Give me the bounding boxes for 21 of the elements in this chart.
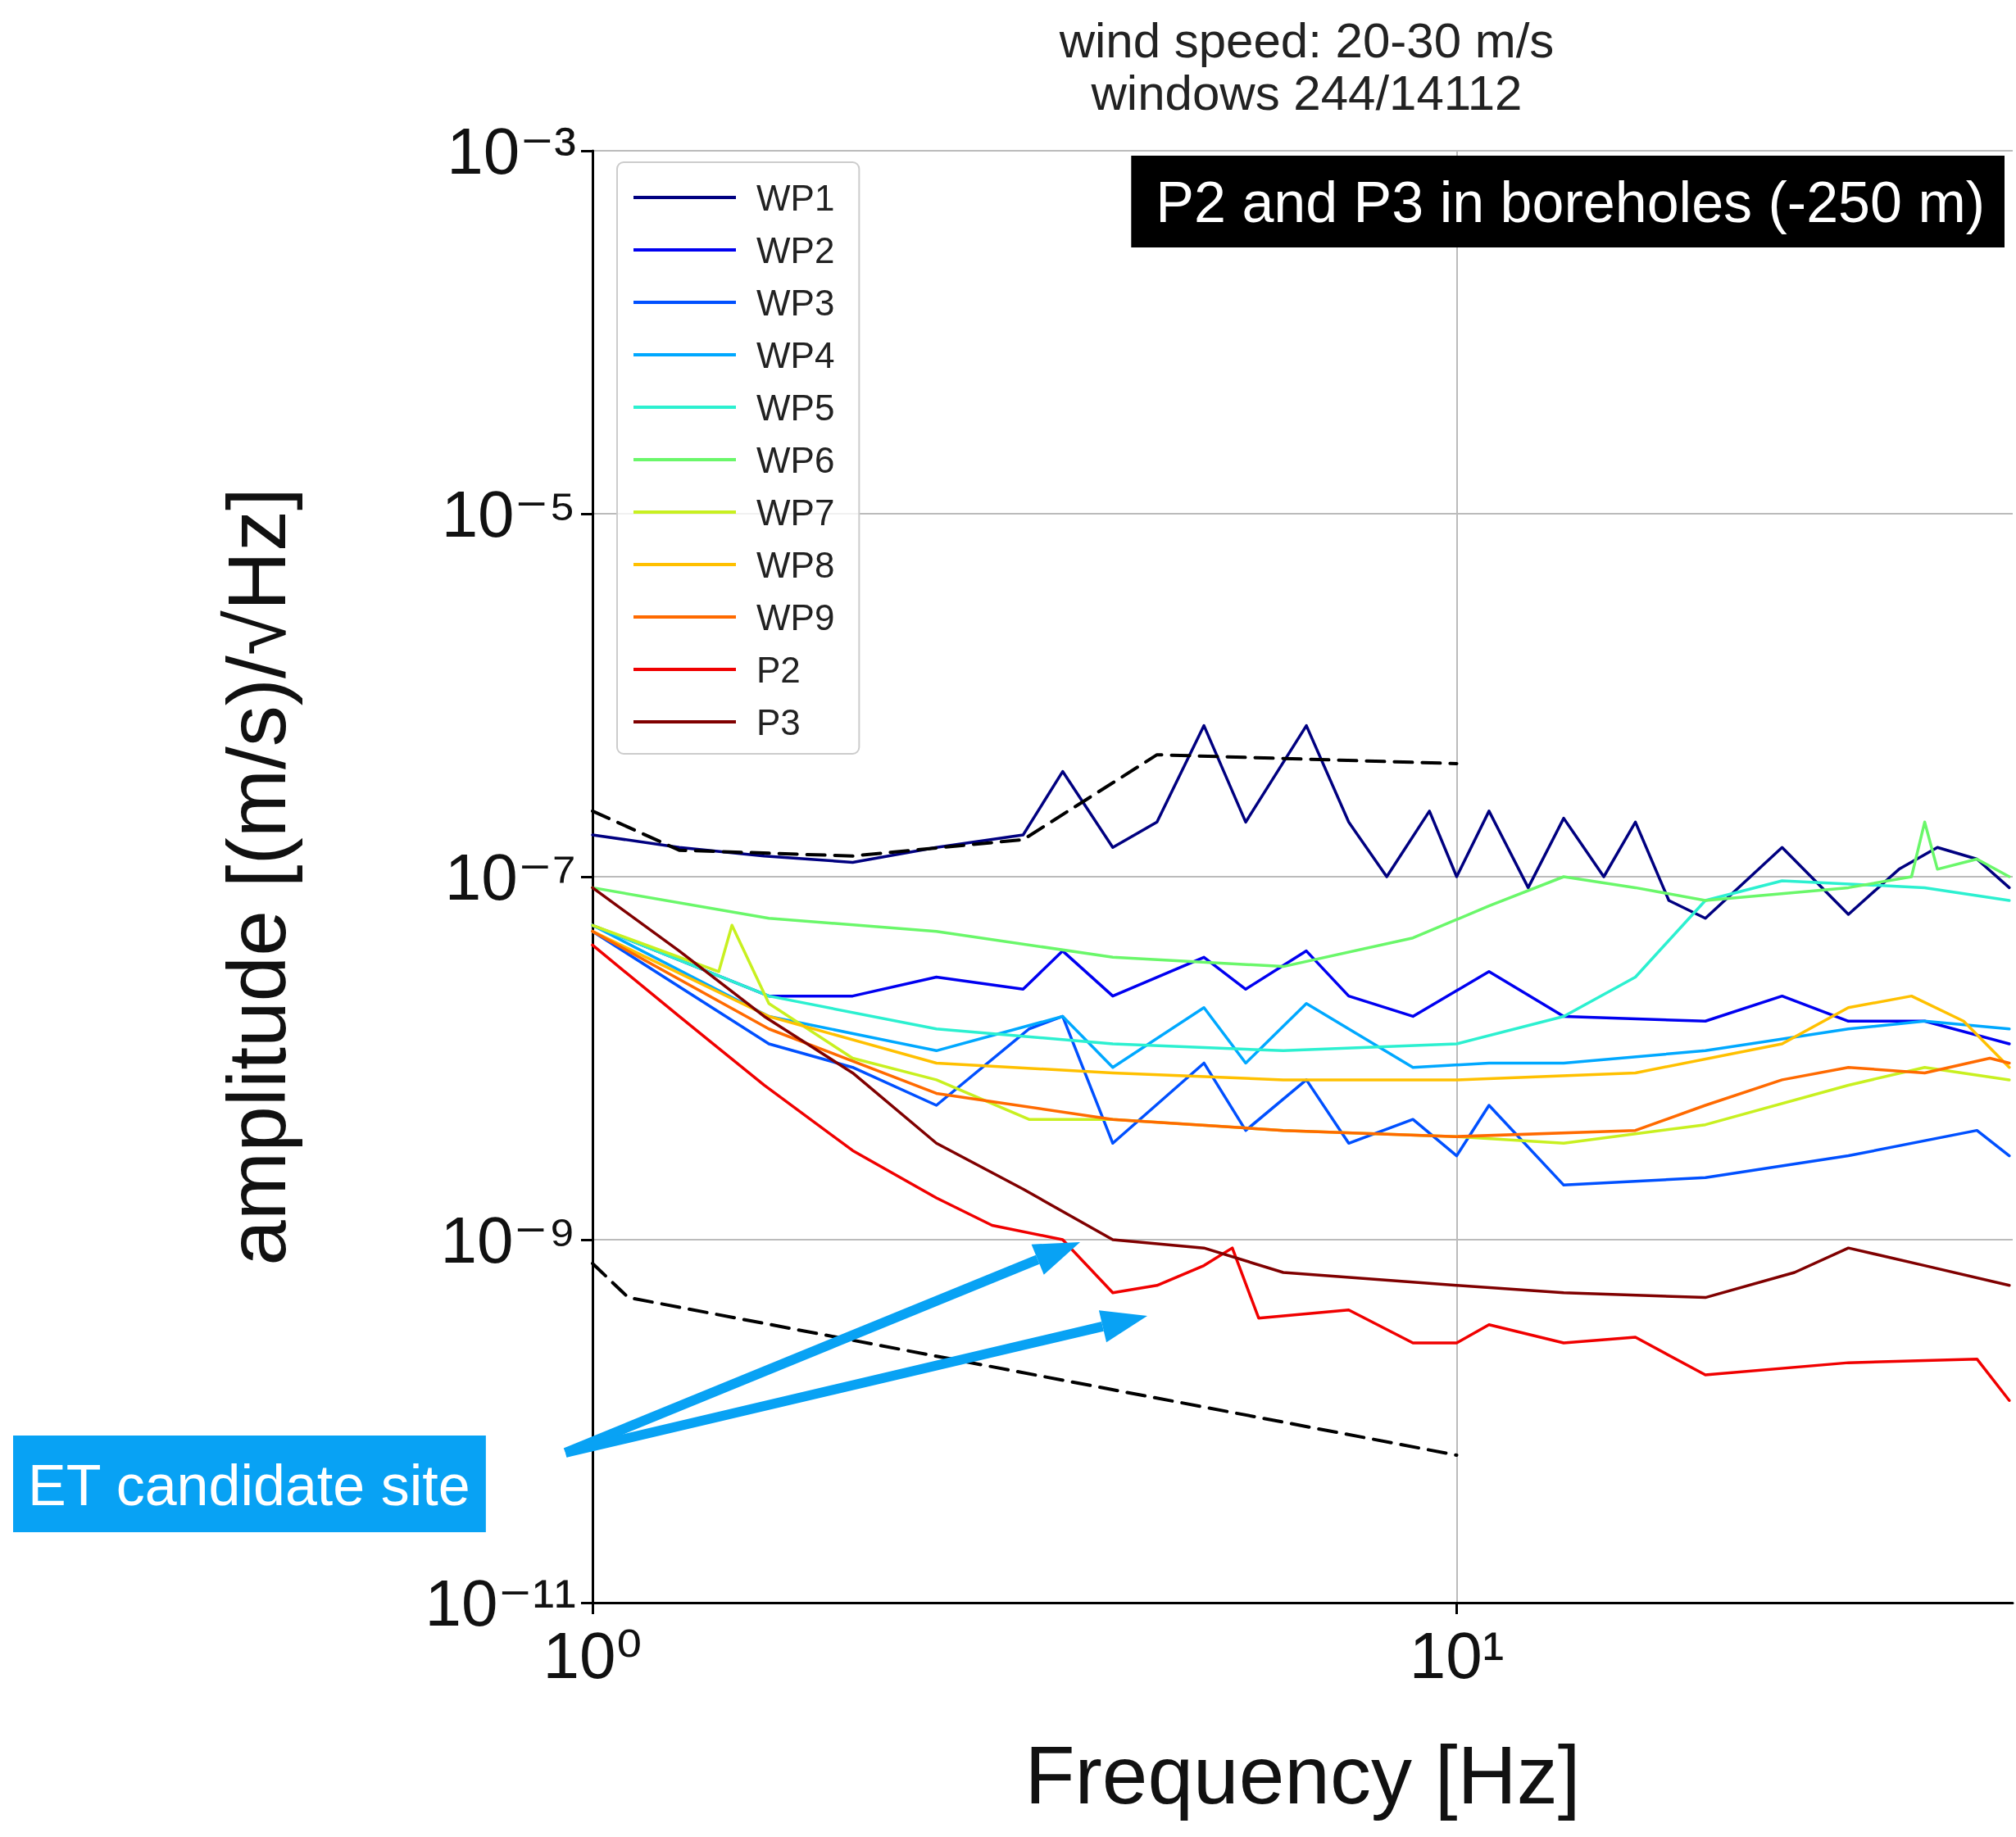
legend-label: WP9: [756, 596, 835, 637]
x-axis-title: Frequency [Hz]: [1024, 1729, 1581, 1821]
legend-label: WP8: [756, 544, 835, 585]
legend-label: WP2: [756, 229, 835, 270]
y-tick-label: 10⁻⁹: [440, 1203, 576, 1277]
y-axis-title: amplitude [(m/s)/√Hz]: [211, 488, 302, 1266]
legend-label: WP3: [756, 282, 835, 323]
legend-label: WP7: [756, 492, 835, 533]
chart-title: wind speed: 20-30 m/s: [1058, 12, 1555, 68]
legend-label: P2: [756, 649, 801, 690]
legend-label: WP1: [756, 177, 835, 218]
annotation: P2 and P3 in boreholes (-250 m): [1156, 170, 1985, 234]
x-tick-label: 10¹: [1409, 1618, 1505, 1692]
legend-label: P3: [756, 701, 801, 742]
legend-label: WP5: [756, 387, 835, 428]
text: ET candidate site: [28, 1454, 470, 1517]
y-tick-label: 10⁻³: [447, 114, 576, 188]
y-tick-label: 10⁻⁵: [441, 477, 576, 551]
legend-label: WP4: [756, 334, 835, 375]
y-tick-label: 10⁻⁷: [444, 840, 576, 914]
legend-label: WP6: [756, 439, 835, 480]
